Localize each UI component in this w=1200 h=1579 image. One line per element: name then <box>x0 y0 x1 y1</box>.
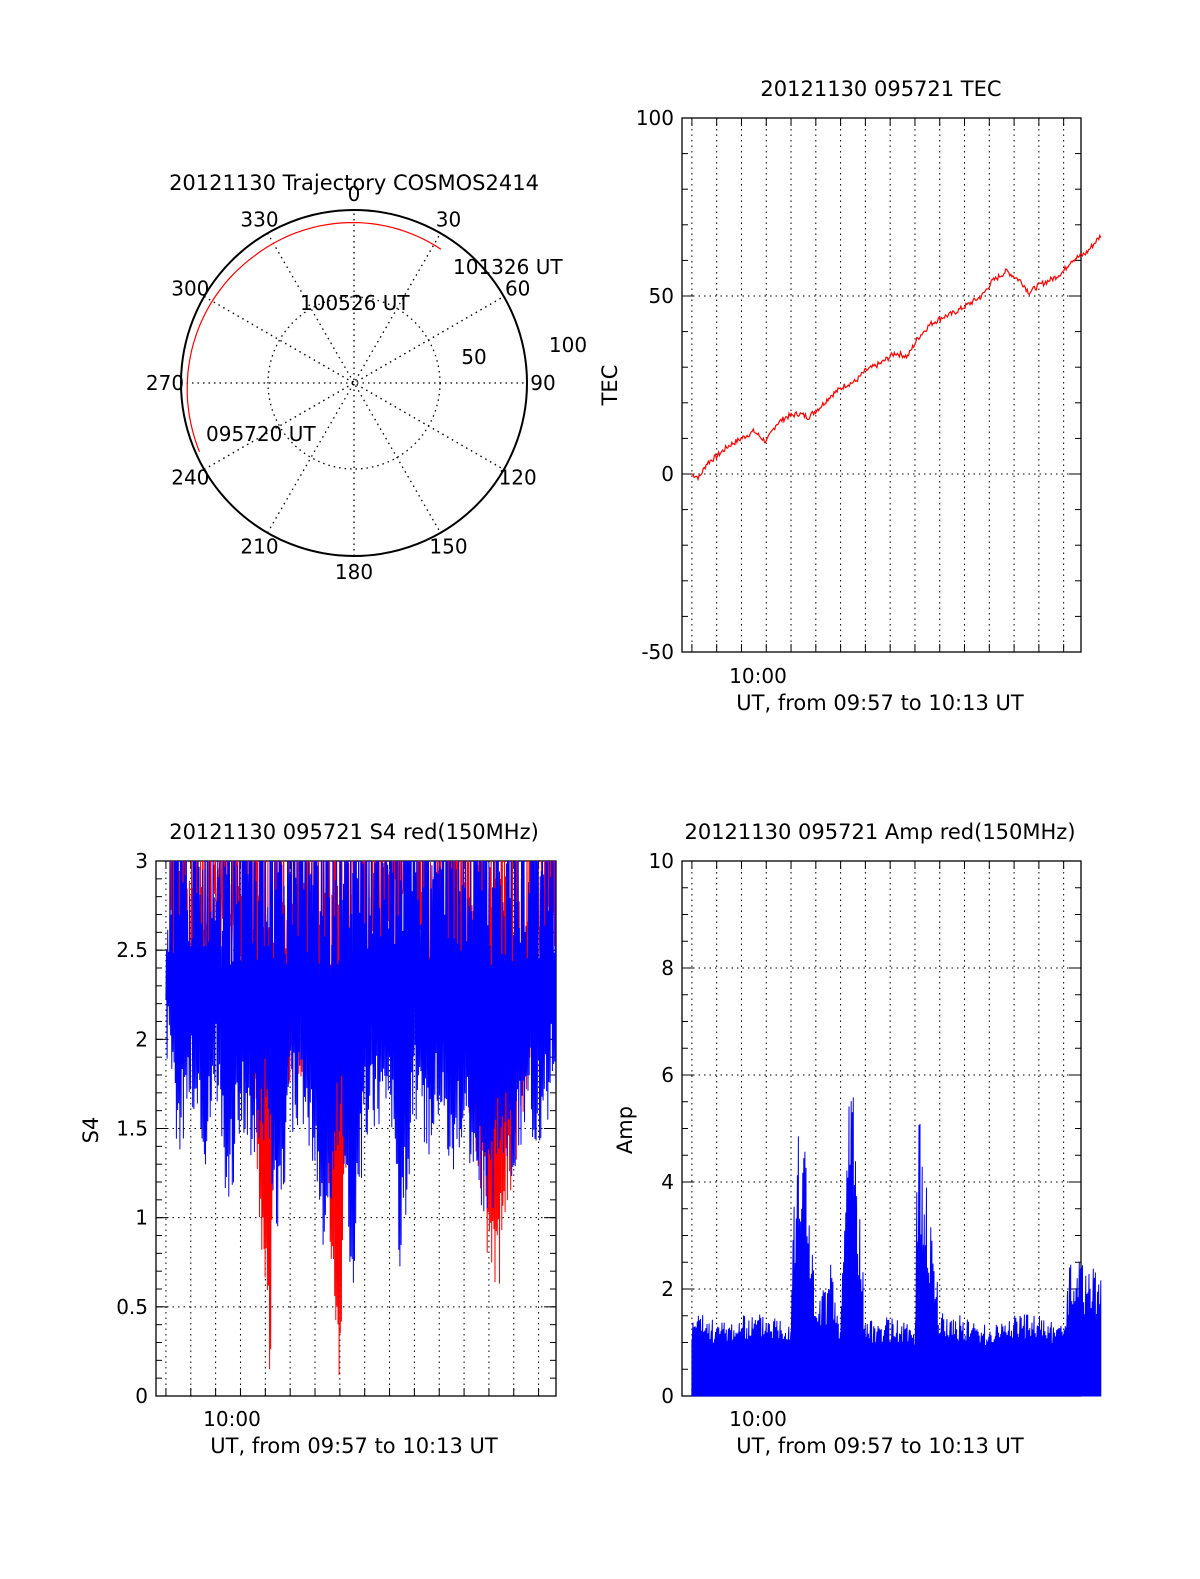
tec-y-tick-labels: -50 0 50 100 <box>636 106 674 664</box>
s4-traces <box>165 861 556 1376</box>
tec-series-line <box>691 233 1102 482</box>
y-tick-label: 2 <box>135 1027 148 1051</box>
s4-title: 20121130 095721 S4 red(150MHz) <box>169 820 539 844</box>
s4-series-line <box>165 861 556 1283</box>
amp-x-axis-label: UT, from 09:57 to 10:13 UT <box>736 1434 1024 1458</box>
polar-trajectory-label: 100526 UT <box>300 291 410 315</box>
y-tick-label: 50 <box>649 284 674 308</box>
polar-angle-label: 120 <box>499 466 537 490</box>
polar-spoke <box>266 232 442 534</box>
polar-angle-label: 0 <box>348 182 361 206</box>
amp-chart: 20121130 095721 Amp red(150MHz) 0246810 … <box>613 820 1102 1458</box>
amp-x-tick-label: 10:00 <box>729 1407 787 1431</box>
s4-y-tick-labels: 0 0.5 1 1.5 2 2.5 3 <box>116 849 148 1408</box>
polar-angle-label: 60 <box>505 277 530 301</box>
y-tick-label: 3 <box>135 849 148 873</box>
amp-title: 20121130 095721 Amp red(150MHz) <box>684 820 1075 844</box>
y-tick-label: 0 <box>135 1384 148 1408</box>
tec-x-axis-label: UT, from 09:57 to 10:13 UT <box>736 691 1024 715</box>
y-tick-label: 6 <box>661 1063 674 1087</box>
polar-trajectory-chart: 20121130 Trajectory COSMOS2414 0 30 60 90 12… <box>146 171 587 584</box>
s4-x-tick-label: 10:00 <box>203 1407 261 1431</box>
polar-angle-label: 300 <box>171 277 209 301</box>
y-tick-label: -50 <box>641 640 674 664</box>
y-tick-label: 8 <box>661 956 674 980</box>
polar-angle-label: 330 <box>240 207 278 231</box>
polar-angle-label: 240 <box>171 466 209 490</box>
polar-angle-label: 210 <box>240 535 278 559</box>
tec-grid <box>681 117 1082 653</box>
y-tick-label: 2 <box>661 1277 674 1301</box>
polar-radial-label-50: 50 <box>461 345 486 369</box>
y-tick-label: 4 <box>661 1170 674 1194</box>
amp-series <box>691 1097 1102 1397</box>
y-tick-label: 1.5 <box>116 1117 148 1141</box>
polar-trajectory-line <box>186 222 442 453</box>
amp-y-tick-labels: 0 2 4 6 8 10 <box>649 849 674 1408</box>
s4-x-axis-label: UT, from 09:57 to 10:13 UT <box>210 1434 498 1458</box>
s4-y-axis-label: S4 <box>79 1117 103 1144</box>
y-tick-label: 0 <box>661 462 674 486</box>
polar-angle-labels: 0 30 60 90 120 150 180 210 240 270 300 330 <box>146 182 556 584</box>
s4-series <box>165 861 556 1376</box>
y-tick-label: 1 <box>135 1206 148 1230</box>
tec-chart: 20121130 095721 TEC -50 0 50 100 10:00 UT, … <box>598 77 1102 715</box>
polar-angle-label: 30 <box>436 207 461 231</box>
s4-chart: 20121130 095721 S4 red(150MHz) 0 0.5 1 1.5 2… <box>79 820 557 1458</box>
tec-x-tick-label: 10:00 <box>729 664 787 688</box>
y-tick-label: 0 <box>661 1384 674 1408</box>
polar-trajectory-label: 101326 UT <box>453 255 563 279</box>
polar-radial-label-100: 100 <box>549 333 587 357</box>
tec-series <box>691 233 1102 482</box>
y-tick-label: 10 <box>649 849 674 873</box>
amp-grid <box>681 860 1082 1397</box>
polar-trajectory: 095720 UT 100526 UT 101326 UT <box>186 222 563 453</box>
tec-y-axis-label: TEC <box>598 365 622 407</box>
amp-series-fill <box>691 1097 1102 1397</box>
plot-frame <box>681 860 1082 1397</box>
polar-angle-label: 90 <box>530 371 555 395</box>
polar-angle-label: 270 <box>146 371 184 395</box>
amp-y-axis-label: Amp <box>613 1106 637 1154</box>
y-tick-label: 2.5 <box>116 938 148 962</box>
polar-grid <box>180 209 528 557</box>
plot-frame <box>681 117 1082 653</box>
y-tick-label: 0.5 <box>116 1295 148 1319</box>
polar-title: 20121130 Trajectory COSMOS2414 <box>169 171 539 195</box>
polar-trajectory-label: 095720 UT <box>206 422 316 446</box>
y-tick-label: 100 <box>636 106 674 130</box>
polar-spoke <box>266 232 442 534</box>
polar-angle-label: 180 <box>335 560 373 584</box>
tec-title: 20121130 095721 TEC <box>760 77 1001 101</box>
polar-angle-label: 150 <box>429 535 467 559</box>
